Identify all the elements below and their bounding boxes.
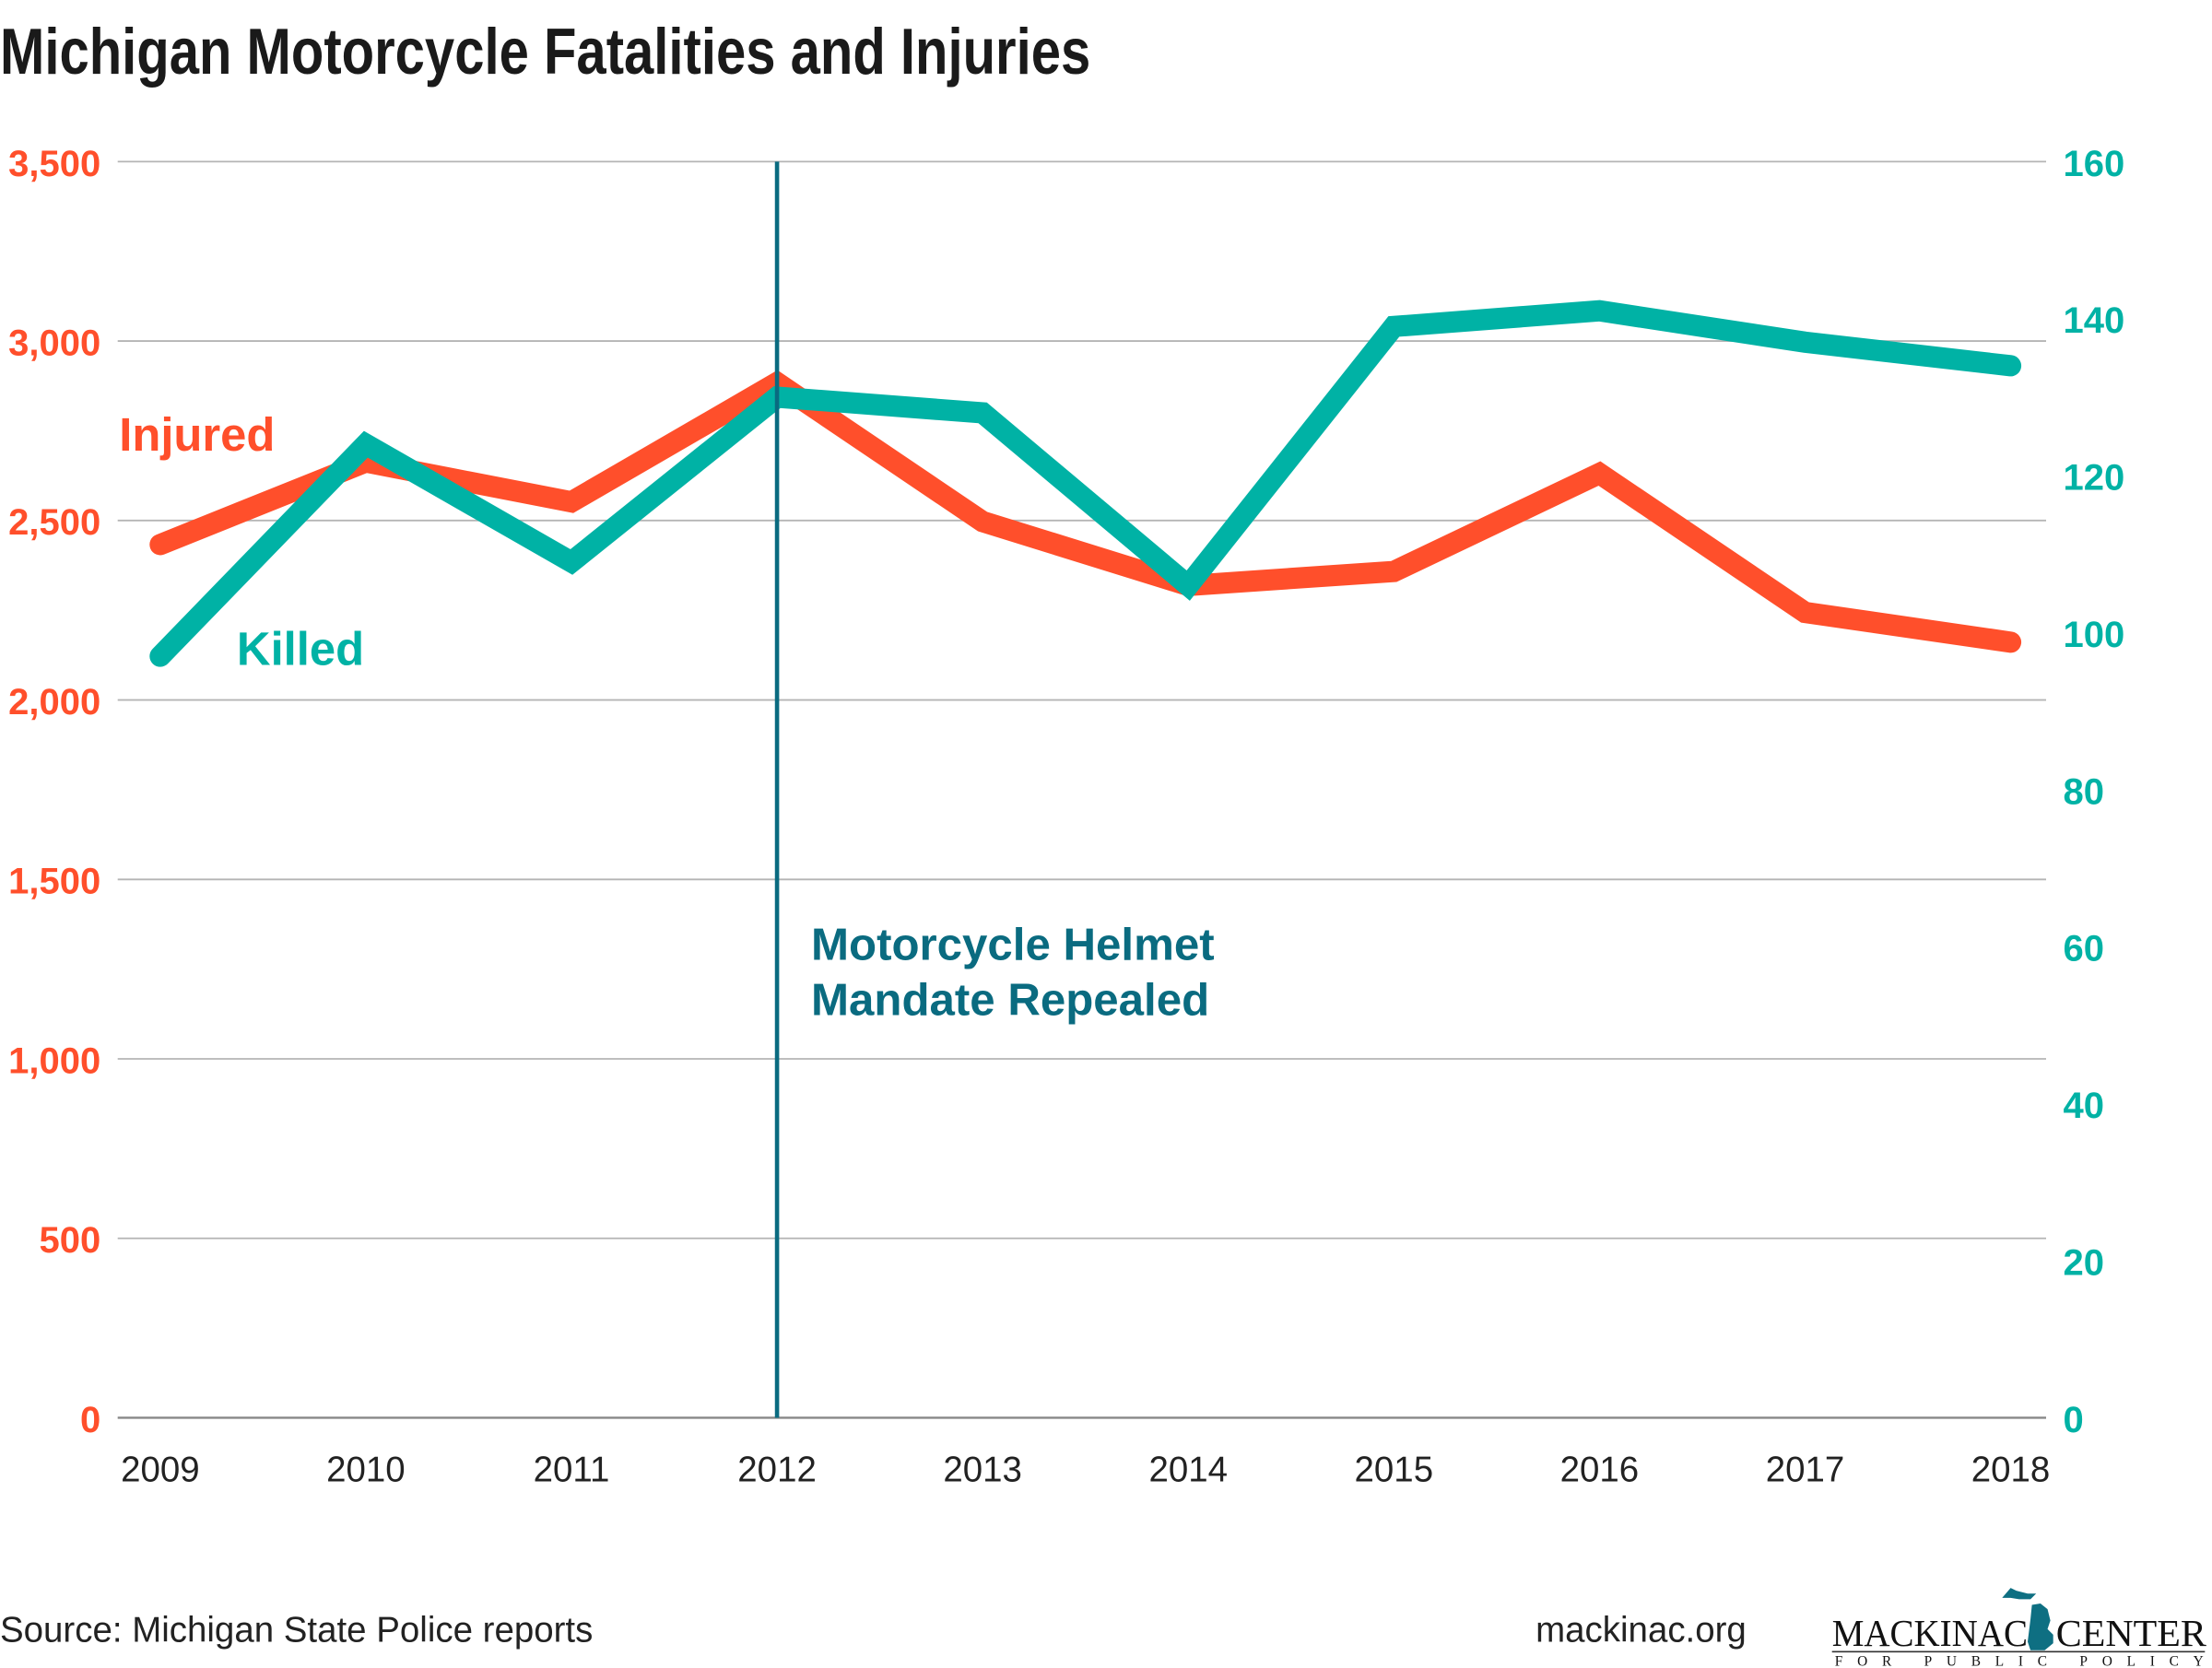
- series-line-injured: [149, 370, 2022, 653]
- x-tick-label: 2010: [326, 1451, 406, 1490]
- left-axis: 0 500 1,000 1,500 2,000 2,500 3,000 3,500: [8, 144, 100, 1440]
- left-tick-label: 3,000: [8, 323, 100, 363]
- x-tick-label: 2015: [1355, 1451, 1434, 1490]
- right-tick-label: 40: [2063, 1086, 2104, 1126]
- x-tick-label: 2017: [1766, 1451, 1845, 1490]
- site-url: mackinac.org: [1535, 1611, 1747, 1650]
- source-note: Source: Michigan State Police reports: [0, 1611, 593, 1650]
- gridlines: [117, 160, 2046, 1419]
- left-tick-label: 1,500: [8, 862, 100, 902]
- right-tick-label: 20: [2063, 1242, 2104, 1283]
- annotation-line-2: Mandate Repealed: [811, 975, 1209, 1026]
- series-label-injured: Injured: [119, 408, 275, 461]
- annotation-line-1: Motorcycle Helmet: [811, 920, 1215, 970]
- right-tick-label: 120: [2063, 458, 2124, 499]
- series-line-killed: [149, 300, 2022, 667]
- michigan-map-icon: [2002, 1588, 2053, 1650]
- right-tick-label: 60: [2063, 929, 2104, 969]
- right-axis: 0 20 40 60 80 100 120 140 160: [2063, 144, 2124, 1440]
- logo-text-left: MACKINAC: [1832, 1612, 2028, 1654]
- x-tick-label: 2012: [737, 1451, 817, 1490]
- left-tick-label: 3,500: [8, 144, 100, 184]
- x-axis: 2009 2010 2011 2012 2013 2014 2015 2016 2017 2018: [121, 1451, 2050, 1490]
- right-tick-label: 0: [2063, 1400, 2083, 1440]
- x-tick-label: 2009: [121, 1451, 200, 1490]
- mackinac-logo: MACKINAC CENTER FOR PUBLIC POLICY: [1832, 1588, 2206, 1668]
- left-tick-label: 2,500: [8, 502, 100, 543]
- left-tick-label: 0: [80, 1400, 100, 1440]
- x-tick-label: 2013: [943, 1451, 1022, 1490]
- x-tick-label: 2016: [1560, 1451, 1640, 1490]
- series-label-killed: Killed: [237, 623, 364, 675]
- left-tick-label: 500: [39, 1220, 100, 1261]
- series-lines: [149, 300, 2022, 667]
- logo-subtitle: FOR PUBLIC POLICY: [1835, 1654, 2204, 1668]
- right-tick-label: 80: [2063, 771, 2104, 812]
- x-tick-label: 2014: [1148, 1451, 1228, 1490]
- x-tick-label: 2018: [1971, 1451, 2051, 1490]
- x-tick-label: 2011: [534, 1451, 610, 1490]
- right-tick-label: 140: [2063, 300, 2124, 341]
- chart-title: Michigan Motorcycle Fatalities and Injur…: [0, 14, 1090, 88]
- left-tick-label: 1,000: [8, 1040, 100, 1081]
- left-tick-label: 2,000: [8, 682, 100, 722]
- right-tick-label: 100: [2063, 615, 2124, 655]
- right-tick-label: 160: [2063, 144, 2124, 184]
- logo-text-right: CENTER: [2056, 1612, 2206, 1654]
